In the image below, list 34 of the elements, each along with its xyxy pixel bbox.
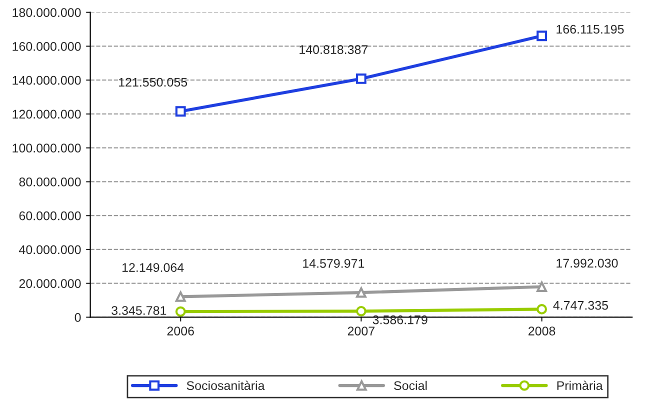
y-tick-label: 140.000.000 xyxy=(12,76,81,85)
x-tick-label: 2008 xyxy=(528,326,556,336)
y-tick-label: 80.000.000 xyxy=(19,178,81,186)
point xyxy=(536,304,548,314)
point xyxy=(175,291,186,302)
legend-label: Social xyxy=(394,380,427,390)
point xyxy=(175,306,186,317)
point xyxy=(536,282,548,292)
data-label: 14.579.971 xyxy=(303,259,364,268)
point xyxy=(356,306,366,316)
data-label: 3.586.179 xyxy=(372,315,428,324)
y-tick-label: 100.000.000 xyxy=(12,144,81,153)
y-tick-label: 40.000.000 xyxy=(19,245,81,254)
data-label: 12.149.064 xyxy=(122,263,184,272)
data-label: 17.992.030 xyxy=(556,258,618,268)
point xyxy=(536,30,548,42)
data-label: 121.550.055 xyxy=(119,78,188,87)
data-label: 3.345.781 xyxy=(112,306,166,315)
y-tick-label: 180.000.000 xyxy=(12,8,81,18)
data-label: 140.818.387 xyxy=(300,45,368,54)
point xyxy=(356,287,366,298)
y-tick-label: 20.000.000 xyxy=(19,279,81,288)
data-label: 4.747.335 xyxy=(553,300,608,310)
y-tick-label: 160.000.000 xyxy=(12,42,81,51)
x-tick-label: 2006 xyxy=(167,326,194,336)
legend-label: Sociosanitària xyxy=(186,380,265,390)
y-tick-label: 120.000.000 xyxy=(12,110,81,119)
point xyxy=(356,74,366,84)
y-tick-label: 60.000.000 xyxy=(19,211,81,220)
legend-label: Primària xyxy=(557,380,603,390)
y-tick-label: 0 xyxy=(74,313,81,322)
point xyxy=(175,106,186,117)
x-tick-label: 2007 xyxy=(348,326,374,336)
data-label: 166.115.195 xyxy=(556,24,624,34)
